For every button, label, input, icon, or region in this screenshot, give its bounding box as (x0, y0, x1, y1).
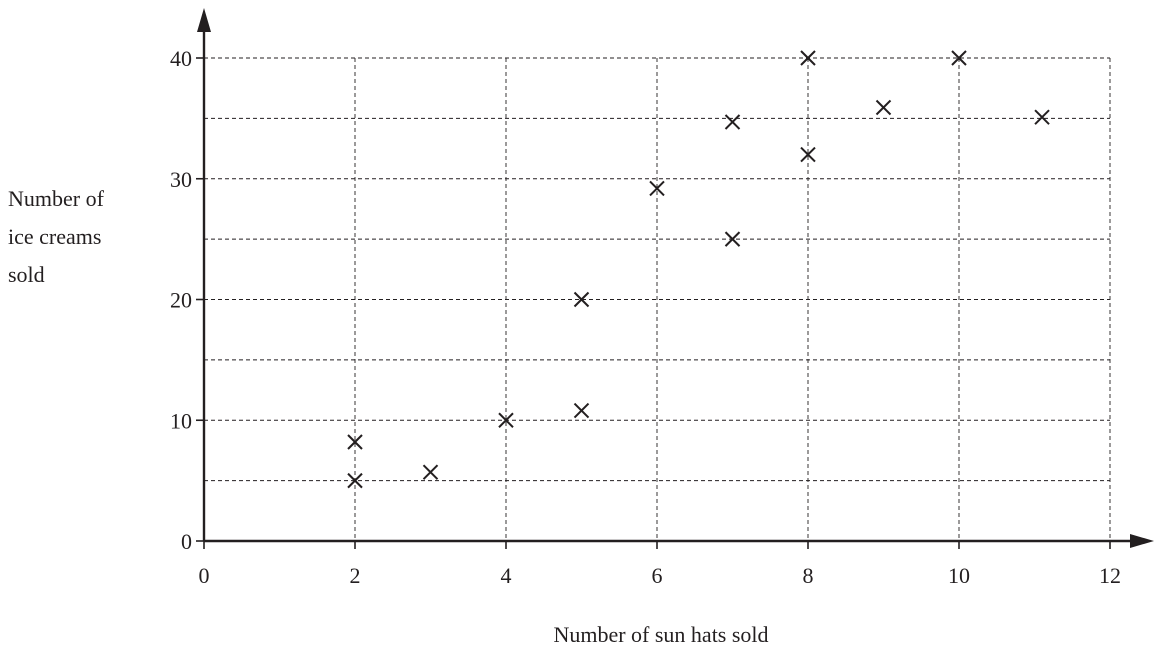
data-point-marker (724, 231, 741, 247)
data-point-marker (800, 146, 816, 163)
y-tick-label: 10 (170, 408, 192, 433)
data-point-marker (347, 472, 363, 489)
y-axis-title-line-3: sold (8, 262, 45, 287)
data-point-marker (498, 412, 514, 428)
data-point-marker (800, 50, 816, 66)
y-tick-label: 20 (170, 288, 192, 313)
x-tick-label: 0 (199, 563, 210, 588)
data-point-marker (951, 50, 967, 66)
data-point-marker (875, 99, 892, 116)
data-point-marker (573, 291, 590, 308)
data-point-marker (573, 402, 590, 419)
data-point-marker (649, 180, 665, 197)
x-axis-arrowhead (1130, 534, 1154, 548)
x-tick-label: 12 (1099, 563, 1121, 588)
tick-labels: 0 10 20 30 40 0 2 4 6 8 10 12 (170, 46, 1121, 588)
y-axis-title-line-1: Number of (8, 186, 105, 211)
y-tick-label: 40 (170, 46, 192, 71)
x-tick-label: 2 (350, 563, 361, 588)
axis-titles: Number of sun hats sold Number of ice cr… (8, 186, 769, 647)
y-axis-arrowhead (197, 8, 211, 32)
data-point-marker (1034, 109, 1050, 125)
axes (197, 8, 1154, 548)
y-tick-label: 30 (170, 167, 192, 192)
x-tick-label: 8 (803, 563, 814, 588)
data-point-marker (422, 464, 439, 480)
x-tick-label: 4 (501, 563, 512, 588)
x-axis-title: Number of sun hats sold (553, 622, 768, 647)
y-axis-title-line-2: ice creams (8, 224, 101, 249)
grid (204, 57, 1111, 541)
x-tick-label: 10 (948, 563, 970, 588)
data-points (347, 50, 1050, 489)
y-tick-label: 0 (181, 529, 192, 554)
x-tick-label: 6 (652, 563, 663, 588)
data-point-marker (724, 114, 741, 130)
data-point-marker (347, 434, 363, 450)
